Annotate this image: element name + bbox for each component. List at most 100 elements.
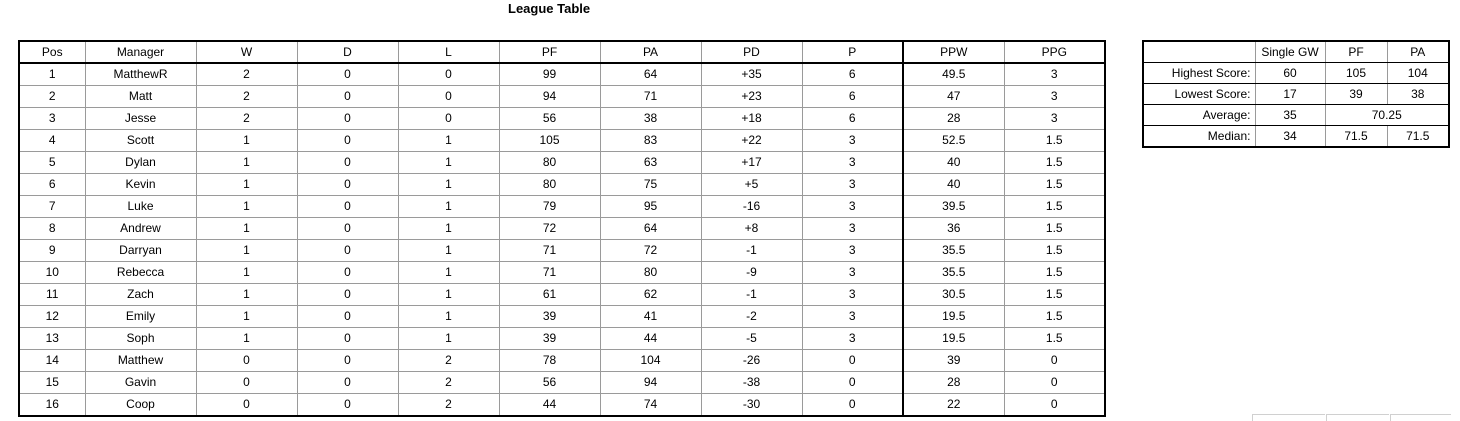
stats-header-pa[interactable]: PA (1386, 40, 1450, 63)
pa-cell[interactable]: 64 (599, 62, 702, 86)
pf-cell[interactable]: 39 (498, 327, 601, 350)
d-cell[interactable]: 0 (296, 217, 399, 240)
d-cell[interactable]: 0 (296, 261, 399, 284)
pos-cell[interactable]: 11 (18, 283, 86, 306)
pos-cell[interactable]: 1 (18, 62, 86, 86)
average-pf-pa-value[interactable]: 70.25 (1324, 104, 1450, 126)
pf-cell[interactable]: 72 (498, 217, 601, 240)
w-cell[interactable]: 0 (195, 393, 298, 417)
pd-cell[interactable]: -26 (700, 349, 803, 372)
w-cell[interactable]: 0 (195, 349, 298, 372)
ppg-cell[interactable]: 1.5 (1003, 129, 1106, 152)
pos-cell[interactable]: 6 (18, 173, 86, 196)
lowest-score-label[interactable]: Lowest Score: (1142, 83, 1256, 105)
pf-cell[interactable]: 78 (498, 349, 601, 372)
pos-cell[interactable]: 8 (18, 217, 86, 240)
ppg-cell[interactable]: 1.5 (1003, 217, 1106, 240)
ppw-cell[interactable]: 40 (902, 151, 1005, 174)
w-cell[interactable]: 2 (195, 85, 298, 108)
stats-header-blank[interactable] (1142, 40, 1256, 63)
pos-cell[interactable]: 9 (18, 239, 86, 262)
d-cell[interactable]: 0 (296, 305, 399, 328)
p-cell[interactable]: 6 (801, 62, 904, 86)
header-p[interactable]: P (801, 40, 904, 64)
p-cell[interactable]: 3 (801, 283, 904, 306)
pa-cell[interactable]: 44 (599, 327, 702, 350)
d-cell[interactable]: 0 (296, 151, 399, 174)
w-cell[interactable]: 1 (195, 327, 298, 350)
pf-cell[interactable]: 71 (498, 261, 601, 284)
pf-cell[interactable]: 56 (498, 371, 601, 394)
pos-cell[interactable]: 16 (18, 393, 86, 417)
w-cell[interactable]: 0 (195, 371, 298, 394)
pf-cell[interactable]: 39 (498, 305, 601, 328)
w-cell[interactable]: 1 (195, 173, 298, 196)
ppw-cell[interactable]: 19.5 (902, 305, 1005, 328)
pf-cell[interactable]: 79 (498, 195, 601, 218)
p-cell[interactable]: 0 (801, 371, 904, 394)
header-pd[interactable]: PD (700, 40, 803, 64)
highest-gw-value[interactable]: 60 (1254, 62, 1326, 84)
manager-cell[interactable]: Emily (84, 305, 197, 328)
pos-cell[interactable]: 12 (18, 305, 86, 328)
pa-cell[interactable]: 62 (599, 283, 702, 306)
lowest-pf-value[interactable]: 39 (1324, 83, 1388, 105)
p-cell[interactable]: 0 (801, 349, 904, 372)
pos-cell[interactable]: 14 (18, 349, 86, 372)
l-cell[interactable]: 1 (397, 173, 500, 196)
ppw-cell[interactable]: 28 (902, 371, 1005, 394)
pd-cell[interactable]: +5 (700, 173, 803, 196)
ppw-cell[interactable]: 30.5 (902, 283, 1005, 306)
l-cell[interactable]: 1 (397, 283, 500, 306)
manager-cell[interactable]: Scott (84, 129, 197, 152)
p-cell[interactable]: 3 (801, 239, 904, 262)
highest-pf-value[interactable]: 105 (1324, 62, 1388, 84)
d-cell[interactable]: 0 (296, 173, 399, 196)
lowest-gw-value[interactable]: 17 (1254, 83, 1326, 105)
stats-header-single-gw[interactable]: Single GW (1254, 40, 1326, 63)
lowest-pa-value[interactable]: 38 (1386, 83, 1450, 105)
pf-cell[interactable]: 56 (498, 107, 601, 130)
pos-cell[interactable]: 7 (18, 195, 86, 218)
ppg-cell[interactable]: 1.5 (1003, 283, 1106, 306)
d-cell[interactable]: 0 (296, 349, 399, 372)
stats-header-pf[interactable]: PF (1324, 40, 1388, 63)
ppg-cell[interactable]: 0 (1003, 371, 1106, 394)
ppw-cell[interactable]: 40 (902, 173, 1005, 196)
highest-score-label[interactable]: Highest Score: (1142, 62, 1256, 84)
manager-cell[interactable]: Matt (84, 85, 197, 108)
p-cell[interactable]: 3 (801, 217, 904, 240)
d-cell[interactable]: 0 (296, 129, 399, 152)
pf-cell[interactable]: 80 (498, 173, 601, 196)
pos-cell[interactable]: 5 (18, 151, 86, 174)
manager-cell[interactable]: Matthew (84, 349, 197, 372)
pd-cell[interactable]: -9 (700, 261, 803, 284)
median-label[interactable]: Median: (1142, 125, 1256, 147)
pf-cell[interactable]: 71 (498, 239, 601, 262)
ppw-cell[interactable]: 39 (902, 349, 1005, 372)
pa-cell[interactable]: 75 (599, 173, 702, 196)
pd-cell[interactable]: -5 (700, 327, 803, 350)
pos-cell[interactable]: 13 (18, 327, 86, 350)
d-cell[interactable]: 0 (296, 283, 399, 306)
w-cell[interactable]: 1 (195, 239, 298, 262)
pos-cell[interactable]: 3 (18, 107, 86, 130)
pa-cell[interactable]: 63 (599, 151, 702, 174)
ppw-cell[interactable]: 35.5 (902, 239, 1005, 262)
header-w[interactable]: W (195, 40, 298, 64)
manager-cell[interactable]: Zach (84, 283, 197, 306)
d-cell[interactable]: 0 (296, 371, 399, 394)
pa-cell[interactable]: 95 (599, 195, 702, 218)
ppw-cell[interactable]: 28 (902, 107, 1005, 130)
pf-cell[interactable]: 105 (498, 129, 601, 152)
pf-cell[interactable]: 80 (498, 151, 601, 174)
pa-cell[interactable]: 74 (599, 393, 702, 417)
l-cell[interactable]: 1 (397, 305, 500, 328)
p-cell[interactable]: 3 (801, 327, 904, 350)
ppg-cell[interactable]: 3 (1003, 62, 1106, 86)
l-cell[interactable]: 1 (397, 151, 500, 174)
ppw-cell[interactable]: 47 (902, 85, 1005, 108)
l-cell[interactable]: 0 (397, 85, 500, 108)
w-cell[interactable]: 2 (195, 62, 298, 86)
pos-cell[interactable]: 4 (18, 129, 86, 152)
